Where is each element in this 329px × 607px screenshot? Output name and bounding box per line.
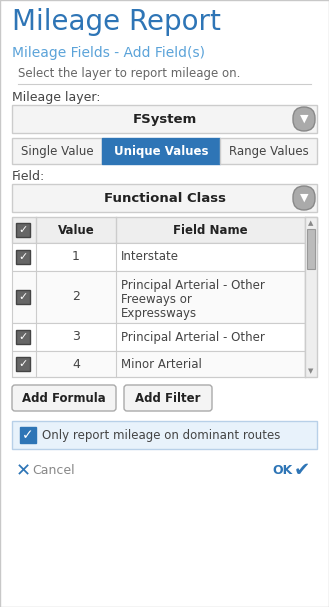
Text: 2: 2 — [72, 291, 80, 304]
Text: ✓: ✓ — [22, 428, 34, 442]
Text: Add Formula: Add Formula — [22, 392, 106, 404]
Bar — [102, 138, 220, 164]
FancyBboxPatch shape — [293, 107, 315, 131]
Text: Cancel: Cancel — [32, 464, 75, 478]
Bar — [12, 243, 305, 271]
Text: Only report mileage on dominant routes: Only report mileage on dominant routes — [42, 429, 280, 441]
FancyBboxPatch shape — [124, 385, 212, 411]
Bar — [16, 290, 30, 304]
Bar — [307, 229, 315, 269]
Text: Add Filter: Add Filter — [135, 392, 201, 404]
Text: Principal Arterial - Other: Principal Arterial - Other — [121, 330, 265, 344]
Bar — [16, 223, 30, 237]
Text: ✓: ✓ — [18, 252, 28, 262]
Text: Value: Value — [58, 223, 94, 237]
Text: Range Values: Range Values — [229, 144, 308, 157]
Text: Principal Arterial - Other: Principal Arterial - Other — [121, 279, 265, 292]
Bar — [16, 357, 30, 371]
Text: ✕: ✕ — [16, 462, 31, 480]
Bar — [20, 427, 36, 443]
Bar — [12, 184, 317, 212]
Text: Field:: Field: — [12, 170, 45, 183]
Text: Unique Values: Unique Values — [114, 144, 208, 157]
Bar — [12, 351, 305, 377]
Text: ✓: ✓ — [18, 359, 28, 369]
Text: Mileage Report: Mileage Report — [12, 8, 221, 36]
Text: 3: 3 — [72, 330, 80, 344]
Bar — [12, 138, 102, 164]
Text: ▼: ▼ — [308, 368, 314, 374]
Bar — [12, 323, 305, 351]
Text: 4: 4 — [72, 358, 80, 370]
Text: Expressways: Expressways — [121, 307, 197, 320]
Text: OK: OK — [272, 464, 292, 478]
Text: Field Name: Field Name — [173, 223, 248, 237]
Bar — [16, 250, 30, 264]
Bar — [305, 217, 317, 377]
Text: Interstate: Interstate — [121, 251, 179, 263]
Bar — [12, 271, 305, 323]
Text: Freeways or: Freeways or — [121, 293, 192, 306]
Bar — [12, 421, 317, 449]
Bar — [220, 138, 317, 164]
Bar — [12, 105, 317, 133]
FancyBboxPatch shape — [293, 186, 315, 210]
Text: ▼: ▼ — [300, 114, 308, 124]
Text: ✔: ✔ — [294, 461, 310, 481]
Text: Mileage Fields - Add Field(s): Mileage Fields - Add Field(s) — [12, 46, 205, 60]
Text: 1: 1 — [72, 251, 80, 263]
Text: Functional Class: Functional Class — [104, 191, 225, 205]
Text: Mileage layer:: Mileage layer: — [12, 91, 100, 104]
Text: Select the layer to report mileage on.: Select the layer to report mileage on. — [18, 67, 240, 80]
Text: FSystem: FSystem — [132, 112, 197, 126]
Text: ▲: ▲ — [308, 220, 314, 226]
Text: Single Value: Single Value — [21, 144, 93, 157]
Text: ▼: ▼ — [300, 193, 308, 203]
FancyBboxPatch shape — [12, 385, 116, 411]
Text: Minor Arterial: Minor Arterial — [121, 358, 202, 370]
Text: ✓: ✓ — [18, 292, 28, 302]
Bar — [16, 330, 30, 344]
Text: ✓: ✓ — [18, 225, 28, 235]
Bar — [12, 217, 317, 243]
Text: ✓: ✓ — [18, 332, 28, 342]
